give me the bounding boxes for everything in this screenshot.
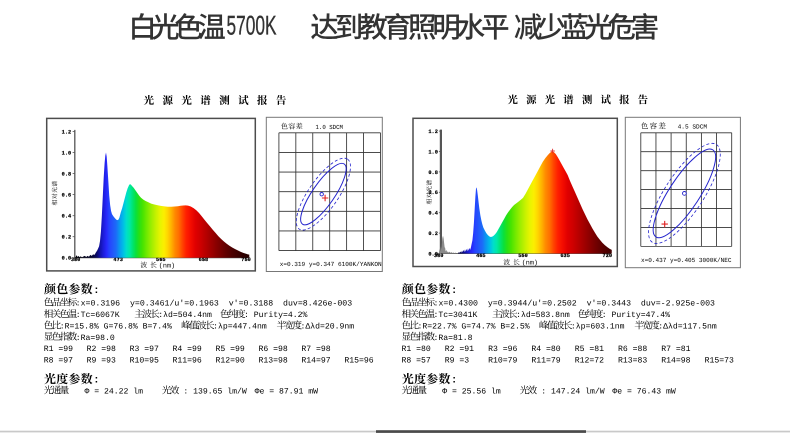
svg-text:Φ = 24.22 lm: Φ = 24.22 lm [85,388,144,397]
svg-text::λp=603.1nm: :λp=603.1nm [571,323,625,332]
svg-text::Δλd=117.5nm: :Δλd=117.5nm [658,323,717,332]
svg-text:0.0: 0.0 [62,256,72,262]
svg-text:x=0.319 y=0.347 6100K/YANKON: x=0.319 y=0.347 6100K/YANKON [280,261,382,268]
svg-text::: : [93,285,99,297]
svg-text:0.2: 0.2 [428,231,438,237]
svg-text::Δλd=20.9nm: :Δλd=20.9nm [301,323,355,332]
svg-text:R13=83: R13=83 [618,357,647,366]
svg-text:550: 550 [518,253,528,259]
svg-text:R10=95: R10=95 [130,357,159,366]
svg-text:0.2: 0.2 [62,235,72,241]
svg-text:R12=90: R12=90 [216,357,245,366]
svg-text:1.0: 1.0 [62,150,72,156]
svg-text::x=0.3196 y=0.3461/u'=0.1963: :x=0.3196 y=0.3461/u'=0.1963 v'=0.3188 d… [76,300,353,309]
svg-text::: : [451,375,457,387]
svg-text:380: 380 [434,253,444,259]
svg-text:R6 =98: R6 =98 [258,345,287,354]
svg-text:R5 =81: R5 =81 [575,345,604,354]
svg-text:: 139.65 lm/W: : 139.65 lm/W [183,388,247,397]
svg-text:R13=98: R13=98 [258,357,287,366]
svg-text::Tc=6067K: :Tc=6067K [76,311,120,320]
svg-text:R7 =81: R7 =81 [661,345,690,354]
svg-text:0.4: 0.4 [428,211,438,217]
svg-text:565: 565 [156,257,166,263]
svg-text:R15=96: R15=96 [344,357,373,366]
svg-text:1.0: 1.0 [428,149,438,155]
svg-text:658: 658 [199,257,209,263]
svg-text:(nm): (nm) [159,262,175,270]
svg-text:750: 750 [241,257,251,263]
svg-text:R2 =91: R2 =91 [445,345,474,354]
svg-text:0.0: 0.0 [428,251,438,257]
svg-text::λd=583.8nm: :λd=583.8nm [516,311,570,320]
svg-text:635: 635 [560,253,570,259]
svg-text::x=0.4300 y=0.3944/u'=0.2502: :x=0.4300 y=0.3944/u'=0.2502 v'=0.3443 d… [434,300,716,309]
svg-text:R10=79: R10=79 [488,357,517,366]
svg-text:x=0.437 y=0.405 3000K/NEC: x=0.437 y=0.405 3000K/NEC [641,257,732,264]
svg-text:R9 =93: R9 =93 [87,357,116,366]
svg-text:(nm): (nm) [522,260,538,268]
svg-text:0.6: 0.6 [62,193,72,199]
svg-text:R2 =98: R2 =98 [87,345,116,354]
svg-text:720: 720 [603,253,613,259]
svg-text:R14=98: R14=98 [661,357,690,366]
svg-text::λd=504.4nm: :λd=504.4nm [158,311,212,320]
svg-text:R9 =3: R9 =3 [445,357,470,366]
svg-text:R4 =80: R4 =80 [531,345,560,354]
svg-text:Φe = 76.43 mW: Φe = 76.43 mW [612,388,676,397]
svg-text:R7 =98: R7 =98 [301,345,330,354]
svg-text:1.2: 1.2 [428,129,438,135]
svg-text:Φ = 25.56 lm: Φ = 25.56 lm [442,388,501,397]
svg-text:Φe = 87.91 mW: Φe = 87.91 mW [255,388,319,397]
svg-text:R8 =57: R8 =57 [402,357,431,366]
svg-text:: Purity=47.4%: : Purity=47.4% [602,311,670,320]
svg-text:0.4: 0.4 [62,214,72,220]
svg-text::Ra=81.8: :Ra=81.8 [434,334,473,343]
svg-text:5700K: 5700K [227,11,277,41]
svg-text:R8 =97: R8 =97 [44,357,73,366]
svg-text:R14=97: R14=97 [301,357,330,366]
svg-text:R11=79: R11=79 [531,357,560,366]
svg-text:R3 =97: R3 =97 [130,345,159,354]
svg-text:1.0 SDCM: 1.0 SDCM [316,124,344,131]
svg-text::Ra=98.0: :Ra=98.0 [76,334,115,343]
svg-text:R15=73: R15=73 [705,357,734,366]
svg-text:380: 380 [71,257,81,263]
svg-text:R1 =99: R1 =99 [44,345,73,354]
svg-text::R=15.8% G=76.8% B=7.4%: :R=15.8% G=76.8% B=7.4% [60,323,172,332]
svg-text:R11=96: R11=96 [173,357,202,366]
svg-text:R3 =96: R3 =96 [488,345,517,354]
svg-text:0.8: 0.8 [62,171,72,177]
svg-text::R=22.7% G=74.7% B=2.5%: :R=22.7% G=74.7% B=2.5% [418,323,530,332]
svg-text::λp=447.4nm: :λp=447.4nm [213,323,267,332]
svg-text:0.6: 0.6 [428,190,438,196]
svg-text:1.2: 1.2 [62,129,72,135]
svg-text::: : [451,285,457,297]
svg-text:473: 473 [113,257,123,263]
svg-text:R12=72: R12=72 [575,357,604,366]
svg-text:: 147.24 lm/W: : 147.24 lm/W [541,388,605,397]
svg-text:465: 465 [476,253,486,259]
svg-text:: Purity=4.2%: : Purity=4.2% [244,311,308,320]
svg-text::: : [93,375,99,387]
svg-text:R4 =99: R4 =99 [173,345,202,354]
svg-text:0.8: 0.8 [428,170,438,176]
svg-text:R5 =99: R5 =99 [216,345,245,354]
svg-text:4.5 SDCM: 4.5 SDCM [678,124,708,131]
svg-text::Tc=3041K: :Tc=3041K [434,311,478,320]
svg-text:R1 =80: R1 =80 [402,345,431,354]
svg-text:R6 =88: R6 =88 [618,345,647,354]
